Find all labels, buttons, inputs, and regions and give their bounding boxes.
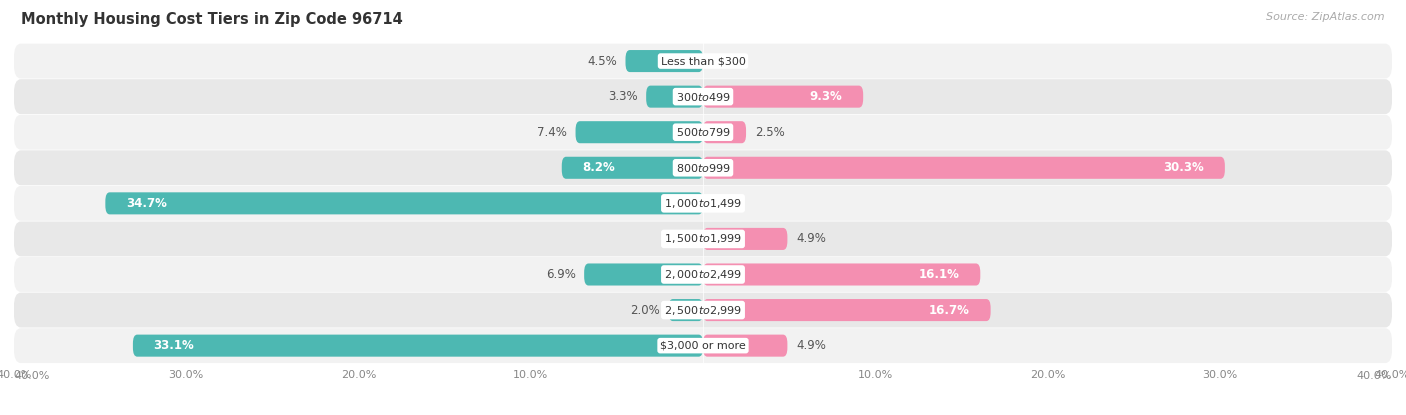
Text: $1,500 to $1,999: $1,500 to $1,999 [664,232,742,245]
Text: $2,500 to $2,999: $2,500 to $2,999 [664,303,742,317]
FancyBboxPatch shape [562,157,703,179]
FancyBboxPatch shape [14,257,1392,292]
FancyBboxPatch shape [14,150,1392,185]
FancyBboxPatch shape [669,299,703,321]
FancyBboxPatch shape [575,121,703,143]
Text: 16.7%: 16.7% [929,303,970,317]
FancyBboxPatch shape [703,85,863,107]
FancyBboxPatch shape [105,192,703,215]
Text: $800 to $999: $800 to $999 [675,162,731,174]
Text: 0.0%: 0.0% [665,232,695,245]
Text: 0.0%: 0.0% [711,54,741,68]
Text: 7.4%: 7.4% [537,126,567,139]
Text: 0.0%: 0.0% [711,197,741,210]
Text: 8.2%: 8.2% [582,161,616,174]
Text: 33.1%: 33.1% [153,339,194,352]
Text: 2.0%: 2.0% [630,303,659,317]
Text: 9.3%: 9.3% [810,90,842,103]
FancyBboxPatch shape [14,79,1392,114]
FancyBboxPatch shape [703,334,787,356]
Text: Monthly Housing Cost Tiers in Zip Code 96714: Monthly Housing Cost Tiers in Zip Code 9… [21,12,404,27]
FancyBboxPatch shape [14,44,1392,78]
Text: $2,000 to $2,499: $2,000 to $2,499 [664,268,742,281]
Text: 34.7%: 34.7% [127,197,167,210]
FancyBboxPatch shape [14,115,1392,150]
FancyBboxPatch shape [134,334,703,356]
Text: $300 to $499: $300 to $499 [675,90,731,103]
Text: 6.9%: 6.9% [546,268,575,281]
FancyBboxPatch shape [14,293,1392,327]
FancyBboxPatch shape [14,222,1392,256]
Text: Source: ZipAtlas.com: Source: ZipAtlas.com [1267,12,1385,22]
FancyBboxPatch shape [14,328,1392,363]
FancyBboxPatch shape [703,264,980,286]
Text: $1,000 to $1,499: $1,000 to $1,499 [664,197,742,210]
Text: $500 to $799: $500 to $799 [675,126,731,138]
Text: $3,000 or more: $3,000 or more [661,341,745,351]
FancyBboxPatch shape [703,157,1225,179]
FancyBboxPatch shape [703,121,747,143]
FancyBboxPatch shape [703,228,787,250]
Text: 2.5%: 2.5% [755,126,785,139]
FancyBboxPatch shape [703,299,991,321]
FancyBboxPatch shape [626,50,703,72]
Text: 40.0%: 40.0% [1357,371,1392,381]
Text: 30.3%: 30.3% [1163,161,1204,174]
Text: 4.9%: 4.9% [796,232,825,245]
FancyBboxPatch shape [583,264,703,286]
FancyBboxPatch shape [647,85,703,107]
FancyBboxPatch shape [14,186,1392,221]
Text: 4.5%: 4.5% [588,54,617,68]
Text: 4.9%: 4.9% [796,339,825,352]
Text: 40.0%: 40.0% [14,371,49,381]
Text: 16.1%: 16.1% [918,268,960,281]
Text: Less than $300: Less than $300 [661,56,745,66]
Text: 3.3%: 3.3% [607,90,637,103]
